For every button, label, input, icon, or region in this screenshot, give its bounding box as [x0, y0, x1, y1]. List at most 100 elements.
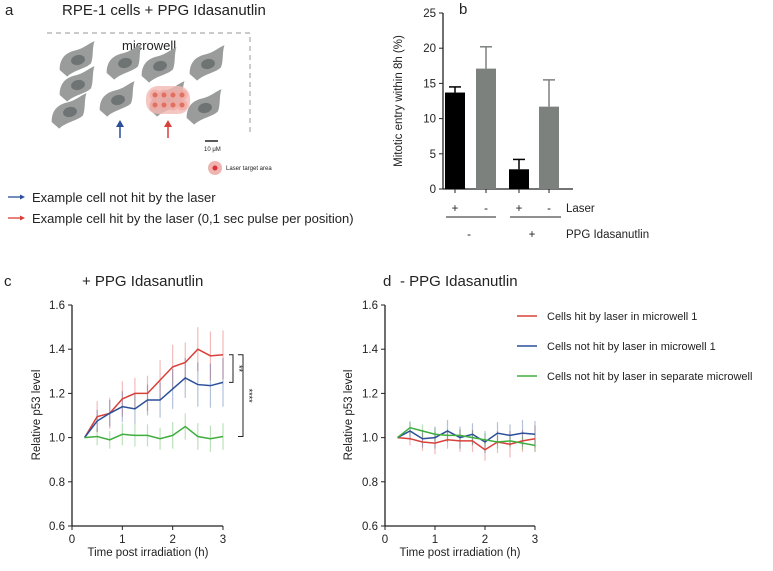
- factor-label-ppg: PPG Idasanutlin: [566, 229, 649, 241]
- x-tick-label: 1: [119, 534, 125, 546]
- laser-spot: [152, 102, 158, 108]
- y-tick-label: 0: [430, 184, 436, 196]
- y-tick-label: 0.6: [362, 521, 378, 533]
- cell: [186, 89, 222, 125]
- y-axis-label: Relative p53 level: [31, 370, 43, 461]
- cell: [99, 81, 135, 117]
- red-arrow-icon: [164, 120, 172, 138]
- laser-level-label: +: [452, 203, 459, 215]
- panel-a: a RPE-1 cells + PPG Idasanutlin microwel…: [5, 2, 354, 226]
- ppg-level-label: +: [529, 229, 536, 241]
- scale-bar-label: 10 μM: [204, 147, 221, 153]
- y-tick-label: 1.0: [49, 433, 65, 445]
- y-tick-label: 0.8: [362, 477, 378, 489]
- bar: [509, 169, 529, 189]
- cell: [189, 45, 225, 81]
- y-tick-label: 20: [423, 43, 436, 55]
- laser-level-label: -: [484, 203, 488, 215]
- panel-c-line-chart: c + PPG Idasanutlin Time post irradiatio…: [4, 273, 254, 559]
- cell-nucleus: [71, 54, 85, 66]
- laser-spot: [161, 102, 167, 108]
- panel-letter-c: c: [4, 273, 12, 290]
- y-tick-label: 1.4: [362, 344, 379, 356]
- laser-spot: [161, 92, 167, 98]
- series-line: [83, 348, 224, 438]
- series-line: [397, 426, 536, 447]
- y-tick-label: 0.8: [49, 477, 65, 489]
- legend-label: Cells hit by laser in microwell 1: [547, 311, 697, 323]
- y-tick-label: 1.0: [362, 433, 378, 445]
- y-axis-label: Relative p53 level: [343, 370, 355, 461]
- panel-a-title: RPE-1 cells + PPG Idasanutlin: [62, 2, 266, 19]
- x-tick-label: 0: [69, 534, 75, 546]
- chart-title: - PPG Idasanutlin: [400, 273, 518, 290]
- cell-nucleus: [71, 79, 85, 91]
- laser-target-label: Laser target area: [226, 166, 272, 172]
- y-tick-label: 15: [423, 78, 436, 90]
- x-axis-label: Time post irradiation (h): [399, 547, 520, 559]
- chart-title: + PPG Idasanutlin: [82, 273, 203, 290]
- bar: [445, 92, 465, 189]
- cell: [141, 47, 177, 83]
- panel-d-line-chart: d - PPG Idasanutlin Time post irradiatio…: [343, 273, 752, 559]
- panel-letter-a: a: [5, 2, 14, 19]
- y-tick-label: 1.6: [49, 300, 65, 312]
- legend-label: Cells not hit by laser in separate micro…: [547, 371, 752, 383]
- significance-label: **: [234, 365, 244, 373]
- cell-nucleus: [63, 106, 77, 118]
- factor-label-laser: Laser: [566, 203, 595, 215]
- significance-bracket: [229, 354, 234, 383]
- cells-illustration: [51, 41, 225, 129]
- y-tick-label: 1.2: [49, 388, 65, 400]
- y-tick-label: 5: [430, 149, 436, 161]
- bar: [476, 68, 496, 189]
- y-axis-label: Mitotic entry within 8h (%): [393, 35, 405, 167]
- legend-a-item-2: Example cell hit by the laser (0,1 sec p…: [8, 211, 354, 226]
- x-tick-label: 2: [169, 534, 175, 546]
- laser-spot: [170, 92, 176, 98]
- legend-a-item-1: Example cell not hit by the laser: [8, 190, 216, 205]
- panel-letter-d: d: [383, 273, 391, 290]
- significance-bracket: [238, 354, 244, 437]
- cell: [51, 93, 87, 129]
- cell: [59, 66, 95, 102]
- y-tick-label: 1.4: [49, 344, 66, 356]
- laser-spot: [152, 92, 158, 98]
- y-tick-label: 25: [423, 8, 436, 20]
- laser-spot: [170, 102, 176, 108]
- y-tick-label: 10: [423, 114, 436, 126]
- ppg-level-label: -: [467, 229, 471, 241]
- panel-letter-b: b: [459, 1, 467, 18]
- bar: [539, 106, 559, 189]
- x-tick-label: 1: [432, 534, 438, 546]
- legend-label: Cells not hit by laser in microwell 1: [547, 341, 716, 353]
- laser-level-label: +: [516, 203, 523, 215]
- cell: [106, 44, 142, 80]
- svg-text:Example cell not hit by the la: Example cell not hit by the laser: [32, 190, 216, 205]
- blue-arrow-icon: [116, 120, 124, 138]
- panel-b-bar-chart: b Mitotic entry within 8h (%) 0 5 10 15 20 25…: [393, 1, 649, 241]
- significance-label: ****: [244, 389, 254, 404]
- series-line: [397, 436, 536, 451]
- laser-level-label: -: [547, 203, 551, 215]
- x-tick-label: 2: [482, 534, 488, 546]
- y-tick-label: 0.6: [49, 521, 65, 533]
- series-line: [83, 377, 224, 439]
- cell-nucleus: [201, 58, 215, 70]
- series-line: [84, 425, 224, 441]
- cell-nucleus: [111, 94, 125, 106]
- cell-nucleus: [118, 57, 132, 69]
- svg-text:Example cell hit by the laser: Example cell hit by the laser (0,1 sec p…: [32, 211, 354, 226]
- microwell-outline: [47, 32, 251, 135]
- cell-nucleus: [198, 102, 212, 114]
- x-axis-label: Time post irradiation (h): [87, 547, 208, 559]
- x-tick-label: 3: [220, 534, 226, 546]
- y-tick-label: 1.6: [362, 300, 378, 312]
- cell: [59, 41, 95, 77]
- laser-spot: [179, 92, 185, 98]
- y-tick-label: 1.2: [362, 388, 378, 400]
- cell-nucleus: [153, 60, 167, 72]
- x-tick-label: 3: [532, 534, 538, 546]
- x-tick-label: 0: [382, 534, 388, 546]
